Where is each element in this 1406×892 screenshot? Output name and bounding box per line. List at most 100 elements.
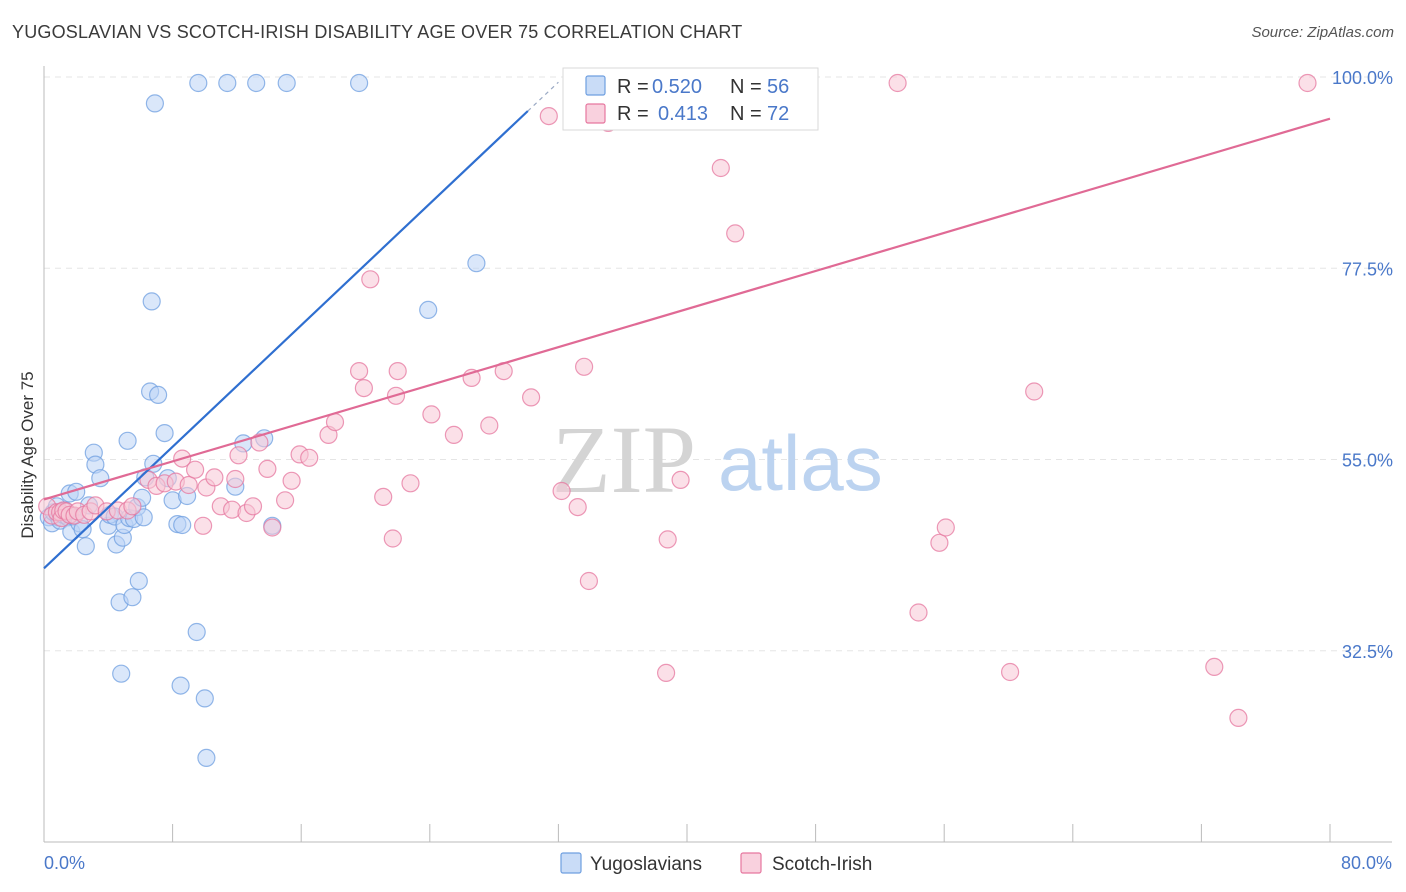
data-point-scotch-irish: [552, 481, 571, 501]
data-point-scotch-irish: [1000, 662, 1020, 682]
data-point-scotch-irish: [444, 425, 463, 444]
y-axis-label: Disability Age Over 75: [18, 371, 37, 538]
data-point-scotch-irish: [258, 459, 277, 478]
data-point-scotch-irish: [1229, 708, 1248, 728]
data-point-yugoslavians: [112, 664, 131, 683]
data-point-scotch-irish: [354, 379, 373, 398]
data-point-yugoslavians: [277, 73, 296, 93]
legend-n-value-yugoslavians: 56: [767, 76, 789, 98]
y-tick-label: 77.5%: [1342, 259, 1393, 279]
data-point-scotch-irish: [579, 571, 599, 591]
data-point-scotch-irish: [1298, 73, 1317, 93]
data-point-yugoslavians: [218, 73, 237, 93]
y-tick-label: 55.0%: [1342, 451, 1393, 471]
source-label: Source: ZipAtlas.com: [1251, 24, 1394, 41]
data-point-scotch-irish: [936, 518, 955, 537]
data-point-yugoslavians: [123, 588, 142, 607]
data-point-scotch-irish: [282, 471, 301, 490]
data-point-scotch-irish: [521, 388, 541, 407]
data-point-scotch-irish: [226, 469, 245, 489]
data-point-scotch-irish: [1025, 382, 1044, 401]
data-point-yugoslavians: [155, 424, 174, 443]
bottom-legend-swatch-yugoslavians: [560, 852, 582, 874]
stats-legend: R = 0.520 N = 56 R = 0.413 N = 72: [562, 67, 819, 131]
data-point-scotch-irish: [568, 498, 587, 517]
data-point-yugoslavians: [350, 73, 369, 93]
data-point-scotch-irish: [658, 530, 677, 549]
legend-n-label: N =: [730, 103, 762, 125]
data-point-yugoslavians: [247, 73, 266, 93]
data-point-scotch-irish: [656, 663, 676, 683]
data-point-yugoslavians: [171, 676, 190, 695]
watermark-zip: ZIP: [552, 406, 696, 513]
legend-r-value-yugoslavians: 0.520: [652, 76, 702, 98]
y-tick-label: 100.0%: [1332, 68, 1393, 88]
data-point-scotch-irish: [194, 516, 213, 535]
data-point-yugoslavians: [419, 300, 438, 319]
data-point-scotch-irish: [350, 362, 369, 381]
data-point-scotch-irish: [909, 603, 928, 622]
data-point-scotch-irish: [361, 270, 380, 289]
x-tick-labels: 0.0% 80.0%: [44, 853, 1392, 873]
legend-swatch-scotch-irish: [585, 103, 606, 124]
data-point-scotch-irish: [726, 224, 745, 243]
data-point-scotch-irish: [671, 470, 690, 489]
y-tick-label: 32.5%: [1342, 642, 1393, 662]
data-point-yugoslavians: [145, 94, 164, 113]
bottom-legend-label-scotch-irish: Scotch-Irish: [772, 854, 872, 875]
data-point-yugoslavians: [195, 689, 214, 708]
data-point-scotch-irish: [401, 474, 420, 493]
legend-r-label: R =: [617, 76, 649, 98]
data-points: [38, 73, 1317, 768]
regression-lines: [43, 81, 1331, 570]
data-point-yugoslavians: [76, 537, 95, 556]
data-point-scotch-irish: [422, 405, 441, 424]
legend-r-value-scotch-irish: 0.413: [658, 103, 708, 125]
regression-extension-yugoslavians: [527, 81, 559, 112]
watermark-atlas: atlas: [718, 419, 883, 507]
data-point-scotch-irish: [263, 518, 282, 537]
data-point-scotch-irish: [186, 460, 205, 479]
chart-title: YUGOSLAVIAN VS SCOTCH-IRISH DISABILITY A…: [12, 22, 743, 42]
data-point-scotch-irish: [1205, 657, 1224, 677]
data-point-yugoslavians: [149, 385, 168, 404]
data-point-scotch-irish: [388, 362, 407, 381]
data-point-scotch-irish: [243, 497, 263, 516]
data-point-yugoslavians: [467, 254, 486, 273]
data-point-yugoslavians: [134, 508, 153, 527]
data-point-scotch-irish: [374, 487, 393, 506]
data-point-scotch-irish: [539, 106, 558, 126]
bottom-legend-swatch-scotch-irish: [740, 852, 762, 874]
data-point-scotch-irish: [711, 158, 730, 178]
data-point-scotch-irish: [930, 533, 949, 552]
data-point-yugoslavians: [197, 748, 216, 768]
legend-r-label: R =: [617, 103, 649, 125]
legend-n-label: N =: [730, 76, 762, 98]
data-point-scotch-irish: [179, 475, 198, 495]
regression-line-scotch-irish: [43, 117, 1331, 501]
axes: [43, 66, 1392, 843]
data-point-scotch-irish: [276, 491, 295, 510]
series-yugoslavians: [39, 73, 486, 768]
regression-line-yugoslavians: [43, 110, 529, 570]
x-tick-label-min: 0.0%: [44, 853, 85, 873]
series-legend: Yugoslavians Scotch-Irish: [560, 852, 872, 875]
data-point-yugoslavians: [129, 571, 148, 591]
data-point-yugoslavians: [118, 431, 137, 450]
data-point-yugoslavians: [189, 73, 208, 93]
data-point-scotch-irish: [300, 448, 319, 467]
bottom-legend-label-yugoslavians: Yugoslavians: [590, 854, 702, 875]
data-point-yugoslavians: [173, 515, 192, 535]
data-point-scotch-irish: [888, 73, 907, 93]
legend-n-value-scotch-irish: 72: [767, 103, 789, 125]
data-point-scotch-irish: [250, 433, 269, 452]
data-point-scotch-irish: [123, 497, 142, 516]
x-tick-label-max: 80.0%: [1341, 853, 1392, 873]
watermark: ZIP atlas: [552, 406, 883, 513]
data-point-scotch-irish: [229, 446, 248, 465]
legend-swatch-yugoslavians: [585, 75, 606, 96]
data-point-yugoslavians: [142, 292, 161, 311]
y-tick-labels: 100.0% 77.5% 55.0% 32.5%: [1332, 68, 1393, 662]
series-scotch-irish: [38, 73, 1317, 728]
